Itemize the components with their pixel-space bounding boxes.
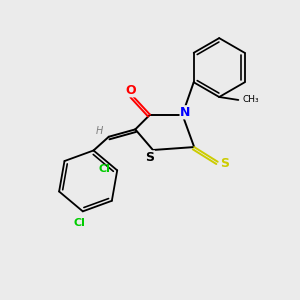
Text: Cl: Cl xyxy=(99,164,111,174)
Text: H: H xyxy=(96,126,103,136)
Text: N: N xyxy=(180,106,190,119)
Text: CH₃: CH₃ xyxy=(243,95,260,104)
Text: S: S xyxy=(220,157,230,170)
Text: S: S xyxy=(146,151,154,164)
Text: O: O xyxy=(125,84,136,97)
Text: Cl: Cl xyxy=(74,218,86,228)
